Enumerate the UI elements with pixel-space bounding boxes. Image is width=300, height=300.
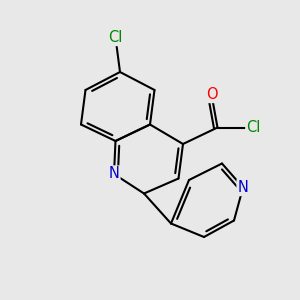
Text: O: O [206,87,217,102]
Text: Cl: Cl [246,120,261,135]
Text: N: N [109,167,119,182]
Text: Cl: Cl [108,30,123,45]
Text: N: N [238,180,248,195]
